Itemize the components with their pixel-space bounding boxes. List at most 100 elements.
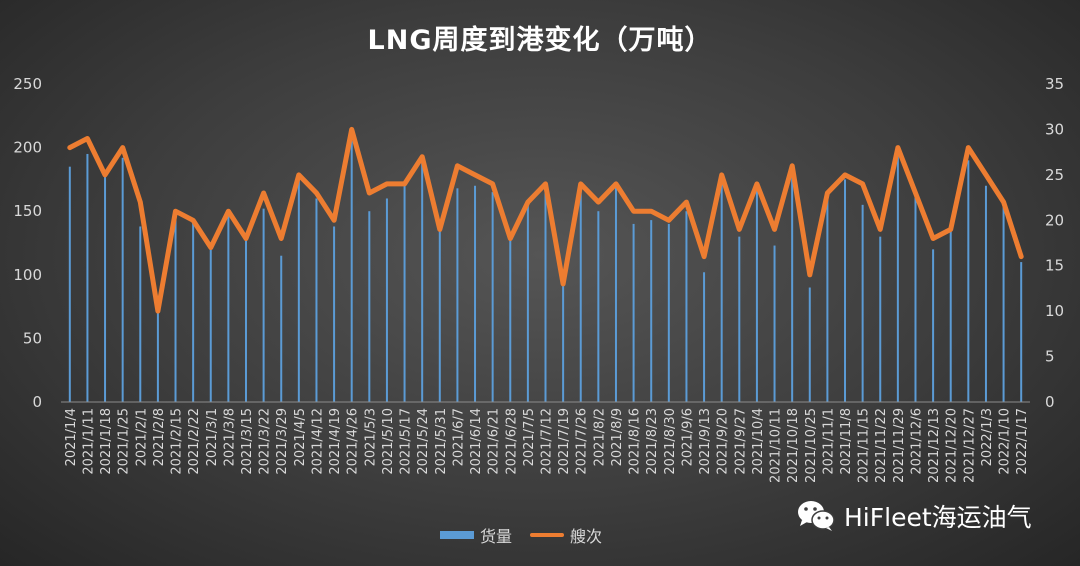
bar [808,287,811,402]
y-axis-left: 0 50 100 150 200 250 [13,75,42,411]
bar [632,223,635,402]
bar [315,198,318,402]
x-axis-labels: 2021/1/4 2021/1/11 2021/1/18 2021/1/25 2021/… [64,408,1030,483]
wechat-icon [798,501,835,531]
x-tick-label: 2021/3/22 [258,408,273,475]
bar [826,198,829,402]
x-tick-label: 2021/4/26 [346,408,361,475]
y-right-tick-label: 5 [1045,348,1055,366]
x-tick-label: 2021/9/13 [698,408,713,475]
bar [86,153,89,402]
x-tick-label: 2021/8/16 [628,408,643,475]
x-tick-label: 2021/5/24 [416,408,431,475]
x-tick-label: 2021/2/1 [134,408,149,466]
legend-item-line[interactable]: 艘次 [530,523,602,547]
y-left-tick-label: 250 [13,75,42,93]
bar [967,160,970,402]
bar [491,192,494,402]
bar [526,204,529,402]
legend-bar-label: 货量 [480,527,513,546]
x-tick-label: 2021/4/12 [310,408,325,475]
legend-item-bar[interactable]: 货量 [440,523,512,547]
chart-title: LNG周度到港变化（万吨） [367,25,713,56]
x-tick-label: 2021/10/11 [769,408,784,483]
bar [703,272,706,402]
bar [209,246,212,402]
x-tick-label: 2021/1/4 [64,408,79,466]
bar [844,179,847,402]
x-tick-label: 2021/8/23 [645,408,660,475]
x-tick-label: 2021/4/5 [293,408,308,466]
x-tick-label: 2021/1/11 [81,408,96,475]
bar [509,236,512,402]
x-tick-label: 2021/10/25 [804,408,819,483]
x-tick-label: 2021/8/30 [663,408,678,475]
bar-series [68,141,1023,403]
x-tick-label: 2021/5/31 [434,408,449,475]
bar [685,211,688,402]
bar [667,223,670,402]
x-tick-label: 2022/1/10 [998,408,1013,475]
y-right-tick-label: 25 [1045,166,1064,184]
watermark-text: HiFleet海运油气 [844,503,1032,532]
bar [333,226,336,402]
x-tick-label: 2021/9/27 [733,408,748,475]
bar [614,185,617,402]
y-left-tick-label: 0 [32,393,42,411]
bar [773,245,776,402]
bar [738,236,741,402]
x-tick-label: 2021/12/6 [909,408,924,475]
x-tick-label: 2021/2/8 [152,408,167,466]
x-tick-label: 2021/12/13 [927,408,942,483]
bar [791,166,794,402]
bar [597,211,600,402]
x-tick-label: 2021/7/5 [522,408,537,466]
bar [244,240,247,402]
bar [368,211,371,402]
x-tick-label: 2021/6/7 [451,408,466,466]
x-tick-label: 2021/9/6 [680,408,695,466]
y-left-tick-label: 150 [13,202,42,220]
x-tick-label: 2021/6/14 [469,408,484,475]
y-left-tick-label: 200 [13,139,42,157]
bar [438,230,441,402]
x-tick-label: 2021/12/27 [962,408,977,483]
y-axis-right: 0 5 10 15 20 25 30 35 [1045,75,1064,411]
bar [262,208,265,402]
x-tick-label: 2021/9/20 [716,408,731,475]
bar [579,188,582,402]
bar [720,179,723,402]
bar [227,213,230,402]
bar [104,175,107,402]
x-tick-label: 2022/1/3 [980,408,995,466]
bar [121,157,124,402]
bar [984,185,987,402]
x-tick-label: 2021/11/8 [839,408,854,475]
bar [896,153,899,402]
bar [879,236,882,402]
bar [562,283,565,402]
x-tick-label: 2021/4/19 [328,408,343,475]
bar [139,226,142,402]
bar [192,218,195,402]
x-tick-label: 2021/10/18 [786,408,801,483]
bar [914,192,917,402]
x-tick-label: 2021/1/25 [117,408,132,475]
legend-line-label: 艘次 [570,527,603,546]
x-tick-label: 2021/7/26 [575,408,590,475]
x-tick-label: 2021/10/4 [751,408,766,475]
y-right-tick-label: 10 [1045,302,1064,320]
bar [280,255,283,402]
bar [474,185,477,402]
bar [174,211,177,402]
bar [456,188,459,402]
x-tick-label: 2021/11/29 [892,408,907,483]
x-tick-label: 2021/3/1 [205,408,220,466]
bar [1002,204,1005,402]
x-tick-label: 2022/1/17 [1015,408,1030,475]
bar [650,220,653,402]
x-tick-label: 2021/7/12 [540,408,555,475]
bar [755,185,758,402]
x-tick-label: 2021/5/10 [381,408,396,475]
